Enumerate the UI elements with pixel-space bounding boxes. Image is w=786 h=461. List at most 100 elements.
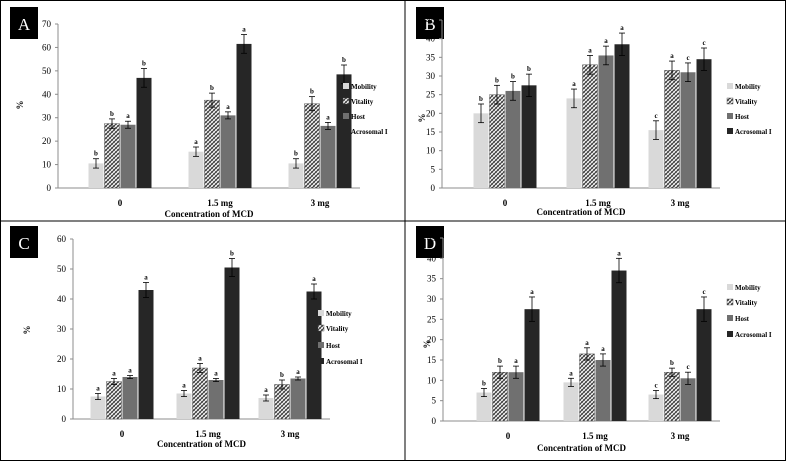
panel-label-box — [416, 226, 444, 258]
significance-letter: b — [110, 110, 114, 118]
significance-letter: a — [226, 103, 230, 111]
y-axis-label: % — [417, 114, 427, 123]
bar-mobility — [563, 382, 579, 421]
significance-letter: a — [326, 113, 330, 121]
significance-letter: a — [588, 46, 592, 54]
y-tick-label: 45 — [426, 15, 436, 25]
x-tick-label: 1.5 mg — [207, 198, 233, 208]
bar-vitality — [582, 64, 598, 189]
significance-letter: a — [601, 345, 605, 353]
bar-acrosomal-i — [236, 43, 252, 188]
significance-letter: a — [585, 339, 589, 347]
legend-swatch — [343, 83, 349, 89]
x-axis-label: Concentration of MCD — [537, 443, 626, 453]
y-tick-label: 50 — [57, 264, 67, 274]
bar-host — [505, 90, 521, 188]
legend-label: Host — [326, 342, 341, 350]
legend-label: Mobility — [326, 310, 352, 318]
bar-acrosomal-i — [138, 290, 154, 419]
y-tick-label: 70 — [42, 19, 52, 29]
y-tick-label: 10 — [427, 375, 437, 385]
y-tick-label: 40 — [57, 294, 67, 304]
bar-mobility — [473, 113, 489, 188]
bar-acrosomal-i — [611, 270, 627, 421]
y-tick-label: 15 — [426, 127, 436, 137]
bar-vitality — [489, 94, 505, 189]
x-tick-label: 0 — [120, 429, 125, 439]
significance-letter: b — [230, 250, 234, 258]
bar-acrosomal-i — [521, 85, 537, 188]
panel-c: C 0 10 20 30 40 50 60% a a a a 0 a a a b 1.5 mg a b a a 3 mg Co… — [10, 226, 363, 449]
significance-letter: a — [572, 80, 576, 88]
legend-swatch — [318, 310, 324, 316]
bar-mobility — [288, 163, 304, 188]
significance-letter: a — [312, 275, 316, 283]
y-tick-label: 20 — [42, 136, 52, 146]
legend-label: Vitality — [326, 325, 349, 333]
bar-host — [120, 124, 136, 188]
y-tick-label: 0 — [432, 416, 437, 426]
x-tick-label: 3 mg — [671, 431, 690, 441]
legend-label: Acrosomal I — [351, 128, 388, 136]
y-tick-label: 60 — [42, 42, 52, 52]
bar-host — [508, 372, 524, 421]
legend-swatch — [726, 97, 734, 105]
x-axis-label: Concentration of MCD — [537, 207, 626, 217]
bar-vitality — [579, 353, 595, 422]
bar-vitality — [104, 123, 120, 189]
bar-host — [595, 360, 611, 421]
bar-mobility — [88, 163, 104, 188]
x-tick-label: 1.5 mg — [582, 431, 608, 441]
panel-label: A — [18, 15, 31, 34]
y-tick-label: 10 — [426, 146, 436, 156]
bar-host — [290, 378, 306, 419]
legend-swatch — [342, 97, 350, 105]
significance-letter: b — [310, 88, 314, 96]
bar-host — [320, 125, 336, 188]
significance-letter: a — [530, 288, 534, 296]
y-tick-label: 20 — [426, 108, 436, 118]
bar-mobility — [176, 393, 192, 419]
legend-swatch — [317, 324, 325, 332]
significance-letter: a — [128, 367, 132, 375]
legend-label: Vitality — [735, 98, 758, 106]
y-tick-label: 60 — [57, 234, 67, 244]
significance-letter: c — [654, 112, 657, 120]
significance-letter: a — [182, 382, 186, 390]
y-tick-label: 30 — [57, 324, 67, 334]
bar-mobility — [648, 394, 664, 421]
legend-swatch — [343, 128, 349, 134]
significance-letter: a — [264, 386, 268, 394]
significance-letter: a — [198, 355, 202, 363]
legend-swatch — [727, 113, 733, 119]
x-axis-label: Concentration of MCD — [157, 439, 246, 449]
y-tick-label: 0 — [47, 183, 52, 193]
bar-mobility — [258, 398, 274, 419]
x-tick-label: 1.5 mg — [195, 429, 221, 439]
bar-vitality — [274, 384, 290, 420]
y-tick-label: 40 — [426, 34, 436, 44]
x-tick-label: 3 mg — [311, 198, 330, 208]
significance-letter: a — [194, 138, 198, 146]
bar-mobility — [648, 130, 664, 188]
bar-mobility — [90, 396, 106, 419]
significance-letter: b — [280, 371, 284, 379]
bar-acrosomal-i — [524, 309, 540, 421]
bar-vitality — [664, 372, 680, 422]
x-tick-label: 3 mg — [671, 198, 690, 208]
significance-letter: b — [482, 379, 486, 387]
panel-b: B 0 5 10 15 20 25 30 35 40 45% b b b b 0 a a a a 1.5 mg c a c c 3… — [416, 7, 772, 217]
significance-letter: a — [112, 370, 116, 378]
legend-label: Mobility — [351, 83, 377, 91]
significance-letter: c — [702, 39, 705, 47]
x-tick-label: 0 — [503, 198, 508, 208]
legend-swatch — [343, 113, 349, 119]
bar-vitality — [192, 367, 208, 420]
legend-swatch — [727, 128, 733, 134]
bar-host — [598, 55, 614, 188]
x-tick-label: 1.5 mg — [585, 198, 611, 208]
significance-letter: b — [94, 150, 98, 158]
y-tick-label: 0 — [62, 414, 67, 424]
bar-host — [220, 115, 236, 188]
significance-letter: a — [620, 24, 624, 32]
